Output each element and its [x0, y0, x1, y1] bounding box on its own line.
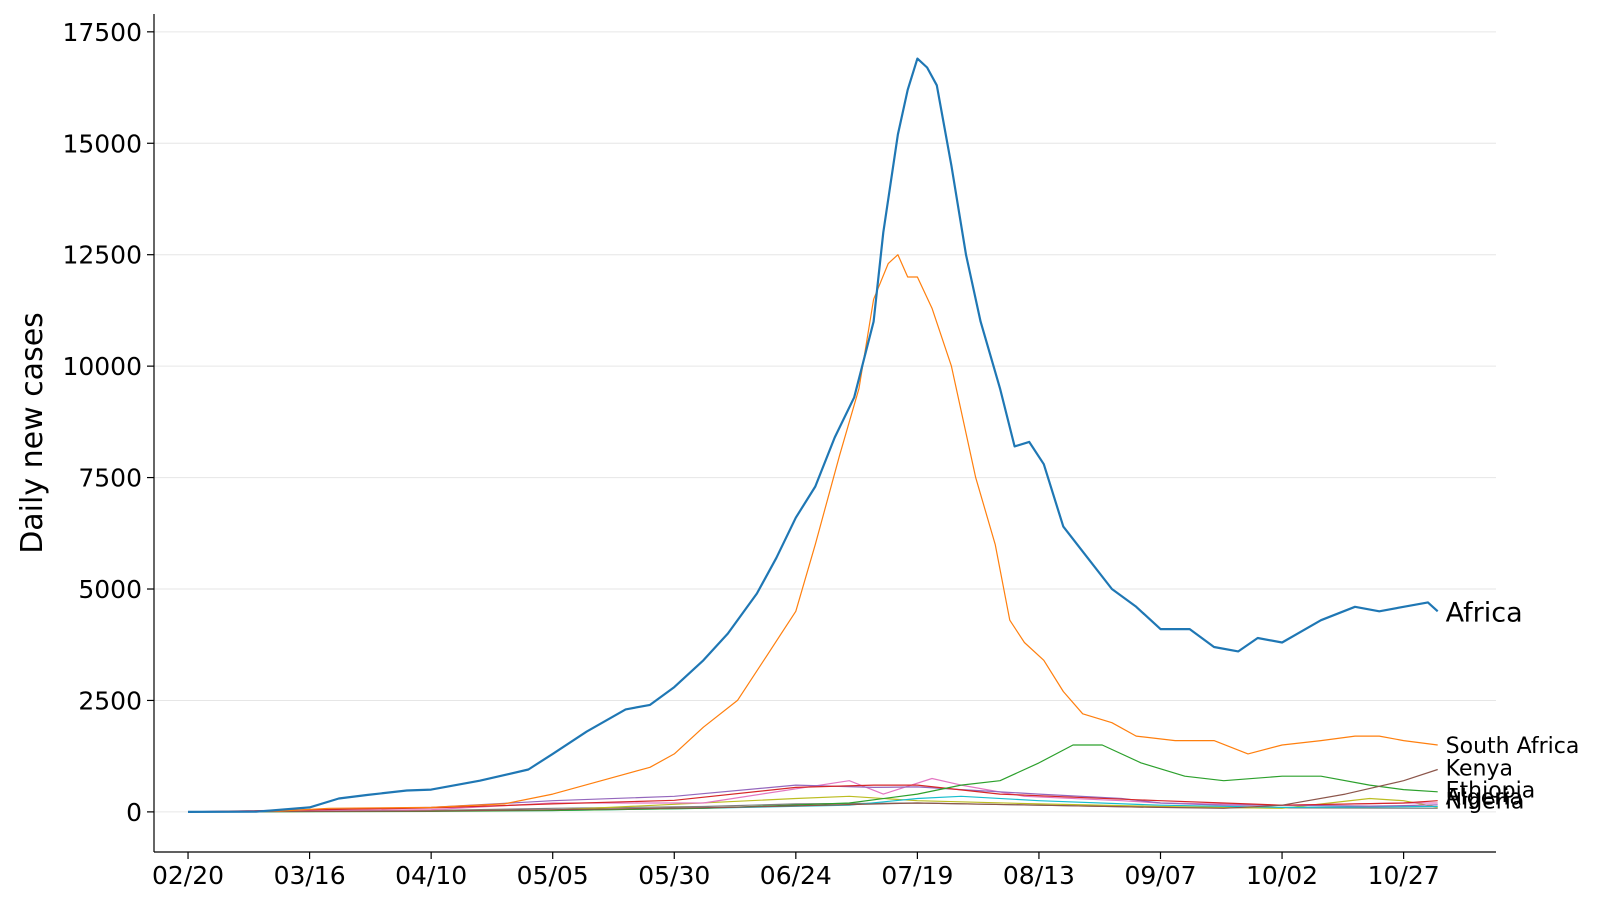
x-tick-label: 03/16 [274, 861, 346, 890]
y-tick-label: 10000 [62, 352, 142, 381]
y-tick-label: 15000 [62, 129, 142, 158]
x-tick-label: 05/30 [638, 861, 710, 890]
y-axis-title: Daily new cases [15, 312, 50, 554]
x-tick-label: 10/27 [1368, 861, 1440, 890]
axes [153, 14, 1496, 853]
series-line-africa [187, 57, 1439, 813]
series-label-africa: Africa [1446, 598, 1523, 629]
x-tick-label: 02/20 [152, 861, 224, 890]
y-tick-label: 7500 [78, 464, 142, 493]
series-label-algeria: Algeria [1446, 785, 1523, 810]
x-tick-label: 08/13 [1003, 861, 1075, 890]
series-label-ethiopia: Ethiopia [1446, 779, 1536, 804]
gridlines [154, 31, 1496, 813]
x-tick-label: 06/24 [760, 861, 832, 890]
x-tick-label: 04/10 [395, 861, 467, 890]
x-tick-label: 05/05 [517, 861, 589, 890]
series-end-labels: Africa South AfricaKenyaEthiopiaAlgeriaNi… [1446, 598, 1580, 815]
y-axis-ticks: 0 2500 5000 7500 10000 12500 15000 17500 [62, 18, 154, 827]
series-label-kenya: Kenya [1446, 756, 1513, 781]
series-line-algeria [187, 784, 1438, 813]
series-label-south-africa: South Africa [1446, 734, 1580, 759]
series-label-nigeria: Nigeria [1446, 790, 1525, 815]
y-tick-label: 5000 [78, 575, 142, 604]
series-line-unlabeled-8 [187, 795, 1438, 813]
x-tick-label: 09/07 [1124, 861, 1196, 890]
x-tick-label: 10/02 [1246, 861, 1318, 890]
y-tick-label: 0 [126, 798, 142, 827]
y-tick-label: 2500 [78, 686, 142, 715]
series-line-kenya [187, 768, 1438, 813]
y-tick-label: 12500 [62, 241, 142, 270]
series-layer [187, 57, 1439, 813]
series-line-south-africa [187, 254, 1438, 813]
series-line-nigeria [187, 784, 1438, 813]
x-tick-label: 07/19 [881, 861, 953, 890]
y-tick-label: 17500 [62, 18, 142, 47]
series-line-ethiopia [187, 744, 1438, 813]
x-axis-ticks: 02/20 03/16 04/10 05/05 05/30 06/24 07/19 08/13… [152, 852, 1440, 890]
